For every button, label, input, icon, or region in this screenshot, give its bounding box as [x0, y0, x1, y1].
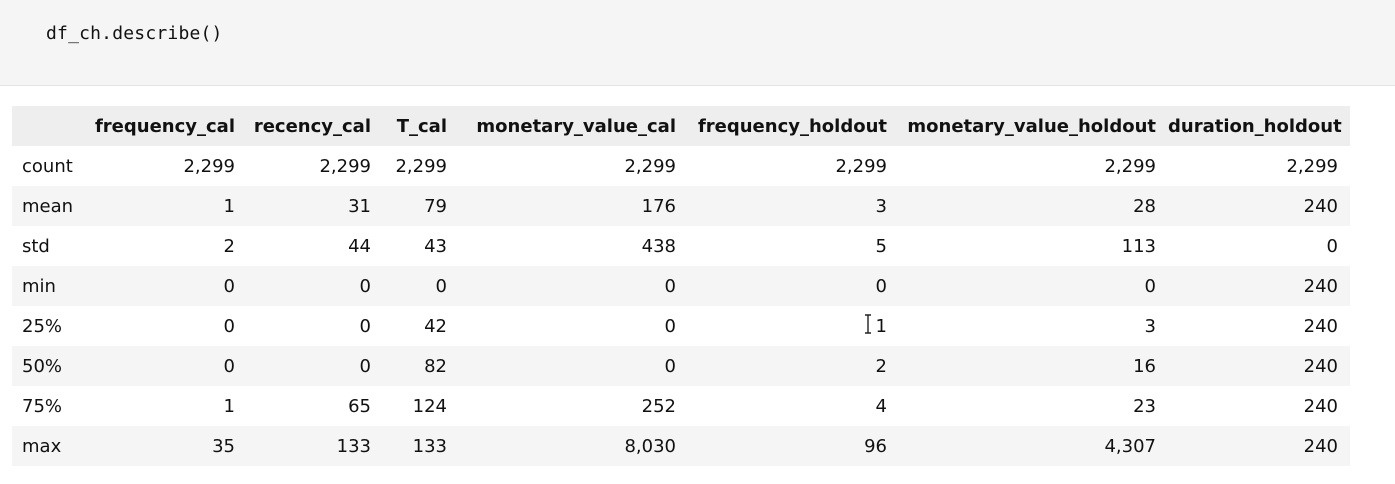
dataframe-output: frequency_cal recency_cal T_cal monetary… — [12, 106, 1350, 466]
table-cell: 1 — [88, 186, 247, 226]
table-cell: 0 — [247, 346, 383, 386]
table-cell: 240 — [1168, 306, 1350, 346]
table-header-row: frequency_cal recency_cal T_cal monetary… — [12, 106, 1350, 146]
table-cell: 2,299 — [383, 146, 459, 186]
table-cell: 43 — [383, 226, 459, 266]
table-cell: 2,299 — [899, 146, 1168, 186]
table-cell: 240 — [1168, 346, 1350, 386]
table-cell: 96 — [688, 426, 899, 466]
column-header: duration_holdout — [1168, 106, 1350, 146]
table-cell: 252 — [459, 386, 688, 426]
table-cell: 1 — [88, 386, 247, 426]
table-cell: 4 — [688, 386, 899, 426]
table-cell: 5 — [688, 226, 899, 266]
table-cell: 2,299 — [688, 146, 899, 186]
table-row: count 2,299 2,299 2,299 2,299 2,299 2,29… — [12, 146, 1350, 186]
row-label: 50% — [12, 346, 88, 386]
table-cell: 3 — [688, 186, 899, 226]
table-cell: 240 — [1168, 426, 1350, 466]
table-cell: 44 — [247, 226, 383, 266]
column-header: frequency_holdout — [688, 106, 899, 146]
table-cell: 0 — [88, 306, 247, 346]
row-label: min — [12, 266, 88, 306]
table-cell: 65 — [247, 386, 383, 426]
table-cell: 23 — [899, 386, 1168, 426]
table-cell: 2,299 — [1168, 146, 1350, 186]
table-cell: 31 — [247, 186, 383, 226]
table-cell: 3 — [899, 306, 1168, 346]
table-cell: 240 — [1168, 186, 1350, 226]
code-cell[interactable]: df_ch.describe() — [0, 0, 1395, 86]
table-row: 75% 1 65 124 252 4 23 240 — [12, 386, 1350, 426]
table-cell: 133 — [383, 426, 459, 466]
table-cell: 0 — [247, 266, 383, 306]
table-cell: 42 — [383, 306, 459, 346]
table-cell: 79 — [383, 186, 459, 226]
table-cell: 4,307 — [899, 426, 1168, 466]
row-label: mean — [12, 186, 88, 226]
table-cell: 0 — [383, 266, 459, 306]
table-row: std 2 44 43 438 5 113 0 — [12, 226, 1350, 266]
text-cursor-icon — [865, 314, 871, 334]
row-label: 75% — [12, 386, 88, 426]
row-label: 25% — [12, 306, 88, 346]
table-cell: 0 — [899, 266, 1168, 306]
table-cell: 2 — [88, 226, 247, 266]
column-header: monetary_value_cal — [459, 106, 688, 146]
table-cell: 28 — [899, 186, 1168, 226]
table-cell: 35 — [88, 426, 247, 466]
table-cell: 124 — [383, 386, 459, 426]
row-label: count — [12, 146, 88, 186]
table-cell: 2,299 — [459, 146, 688, 186]
table-cell: 113 — [899, 226, 1168, 266]
table-cell: 240 — [1168, 386, 1350, 426]
table-cell: 133 — [247, 426, 383, 466]
table-cell: 0 — [459, 306, 688, 346]
table-cell: 1 — [688, 306, 899, 346]
table-cell: 0 — [247, 306, 383, 346]
table-row: 50% 0 0 82 0 2 16 240 — [12, 346, 1350, 386]
table-cell: 16 — [899, 346, 1168, 386]
code-input[interactable]: df_ch.describe() — [46, 23, 223, 44]
table-cell: 0 — [688, 266, 899, 306]
table-cell: 240 — [1168, 266, 1350, 306]
table-row: 25% 0 0 42 0 1 3 240 — [12, 306, 1350, 346]
describe-table: frequency_cal recency_cal T_cal monetary… — [12, 106, 1350, 466]
table-cell: 2,299 — [247, 146, 383, 186]
table-cell: 0 — [88, 346, 247, 386]
table-row: min 0 0 0 0 0 0 240 — [12, 266, 1350, 306]
table-cell: 0 — [459, 266, 688, 306]
column-header: T_cal — [383, 106, 459, 146]
table-cell: 176 — [459, 186, 688, 226]
table-cell: 2 — [688, 346, 899, 386]
table-row: mean 1 31 79 176 3 28 240 — [12, 186, 1350, 226]
table-cell: 0 — [459, 346, 688, 386]
table-row: max 35 133 133 8,030 96 4,307 240 — [12, 426, 1350, 466]
table-cell: 2,299 — [88, 146, 247, 186]
row-label: std — [12, 226, 88, 266]
column-header: recency_cal — [247, 106, 383, 146]
table-cell: 0 — [88, 266, 247, 306]
table-cell: 8,030 — [459, 426, 688, 466]
table-cell: 438 — [459, 226, 688, 266]
row-label: max — [12, 426, 88, 466]
column-header: frequency_cal — [88, 106, 247, 146]
index-header — [12, 106, 88, 146]
table-cell: 0 — [1168, 226, 1350, 266]
table-cell: 82 — [383, 346, 459, 386]
column-header: monetary_value_holdout — [899, 106, 1168, 146]
